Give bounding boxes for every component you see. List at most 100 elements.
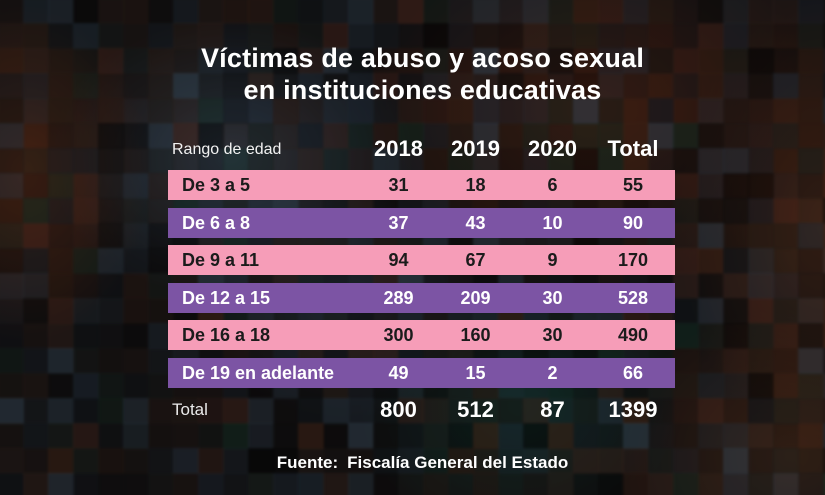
mosaic-cell (23, 0, 49, 24)
mosaic-cell (598, 23, 624, 49)
mosaic-cell (273, 73, 299, 99)
mosaic-cell (698, 198, 724, 224)
mosaic-cell (573, 473, 599, 495)
mosaic-cell (0, 273, 24, 299)
mosaic-cell (798, 198, 824, 224)
mosaic-cell (448, 423, 474, 449)
mosaic-cell (598, 148, 624, 174)
mosaic-cell (548, 73, 574, 99)
mosaic-cell (323, 23, 349, 49)
mosaic-cell (198, 73, 224, 99)
mosaic-cell (198, 48, 224, 74)
total-value-total: 1399 (608, 397, 658, 422)
mosaic-cell (748, 323, 774, 349)
mosaic-cell (598, 123, 624, 149)
mosaic-cell (223, 23, 249, 49)
mosaic-cell (123, 73, 149, 99)
mosaic-cell (73, 148, 99, 174)
mosaic-cell (473, 473, 499, 495)
mosaic-cell (98, 248, 124, 274)
mosaic-cell (48, 348, 74, 374)
mosaic-cell (173, 148, 199, 174)
row-value: 10 (542, 212, 563, 233)
mosaic-cell (623, 98, 649, 124)
mosaic-cell (198, 0, 224, 24)
mosaic-cell (748, 423, 774, 449)
mosaic-cell (73, 248, 99, 274)
mosaic-cell (398, 423, 424, 449)
mosaic-cell (198, 398, 224, 424)
mosaic-cell (198, 473, 224, 495)
mosaic-cell (223, 98, 249, 124)
total-value-2019: 512 (457, 397, 494, 422)
mosaic-cell (23, 373, 49, 399)
mosaic-cell (348, 398, 374, 424)
mosaic-cell (48, 0, 74, 24)
mosaic-cell (673, 123, 699, 149)
mosaic-cell (323, 398, 349, 424)
mosaic-cell (623, 148, 649, 174)
mosaic-cell (548, 148, 574, 174)
mosaic-cell (298, 0, 324, 24)
mosaic-cell (698, 323, 724, 349)
mosaic-cell (773, 398, 799, 424)
total-row: Total 800 512 87 1399 (168, 395, 675, 425)
mosaic-cell (398, 473, 424, 495)
row-label: De 16 a 18 (182, 324, 271, 345)
mosaic-cell (723, 348, 749, 374)
mosaic-cell (473, 448, 499, 474)
row-value: 209 (460, 287, 491, 308)
header-col-2019: 2019 (451, 136, 500, 161)
mosaic-cell (798, 423, 824, 449)
mosaic-cell (623, 0, 649, 24)
mosaic-cell (123, 198, 149, 224)
mosaic-cell (798, 273, 824, 299)
mosaic-cell (673, 73, 699, 99)
mosaic-cell (623, 23, 649, 49)
mosaic-cell (498, 0, 524, 24)
mosaic-cell (48, 273, 74, 299)
mosaic-cell (0, 348, 24, 374)
mosaic-cell (573, 148, 599, 174)
mosaic-cell (398, 48, 424, 74)
mosaic-cell (823, 273, 825, 299)
mosaic-cell (698, 398, 724, 424)
mosaic-cell (23, 23, 49, 49)
mosaic-cell (498, 398, 524, 424)
mosaic-cell (198, 98, 224, 124)
mosaic-cell (148, 123, 174, 149)
mosaic-cell (498, 148, 524, 174)
mosaic-cell (0, 248, 24, 274)
mosaic-cell (273, 48, 299, 74)
mosaic-cell (798, 48, 824, 74)
mosaic-cell (648, 148, 674, 174)
mosaic-cell (698, 223, 724, 249)
mosaic-cell (198, 423, 224, 449)
mosaic-cell (98, 423, 124, 449)
mosaic-cell (773, 123, 799, 149)
mosaic-cell (73, 173, 99, 199)
mosaic-cell (573, 48, 599, 74)
mosaic-cell (273, 423, 299, 449)
mosaic-cell (123, 473, 149, 495)
mosaic-cell (773, 198, 799, 224)
mosaic-cell (98, 473, 124, 495)
mosaic-cell (48, 373, 74, 399)
mosaic-cell (648, 48, 674, 74)
mosaic-cell (673, 0, 699, 24)
row-value: 37 (388, 212, 409, 233)
mosaic-cell (723, 473, 749, 495)
mosaic-cell (298, 23, 324, 49)
mosaic-cell (748, 198, 774, 224)
mosaic-cell (48, 73, 74, 99)
mosaic-cell (23, 398, 49, 424)
mosaic-cell (773, 298, 799, 324)
mosaic-cell (98, 48, 124, 74)
mosaic-cell (48, 473, 74, 495)
total-value-2020: 87 (540, 397, 565, 422)
mosaic-cell (798, 248, 824, 274)
row-value: 170 (617, 249, 649, 270)
mosaic-cell (48, 248, 74, 274)
mosaic-cell (548, 98, 574, 124)
mosaic-cell (723, 423, 749, 449)
